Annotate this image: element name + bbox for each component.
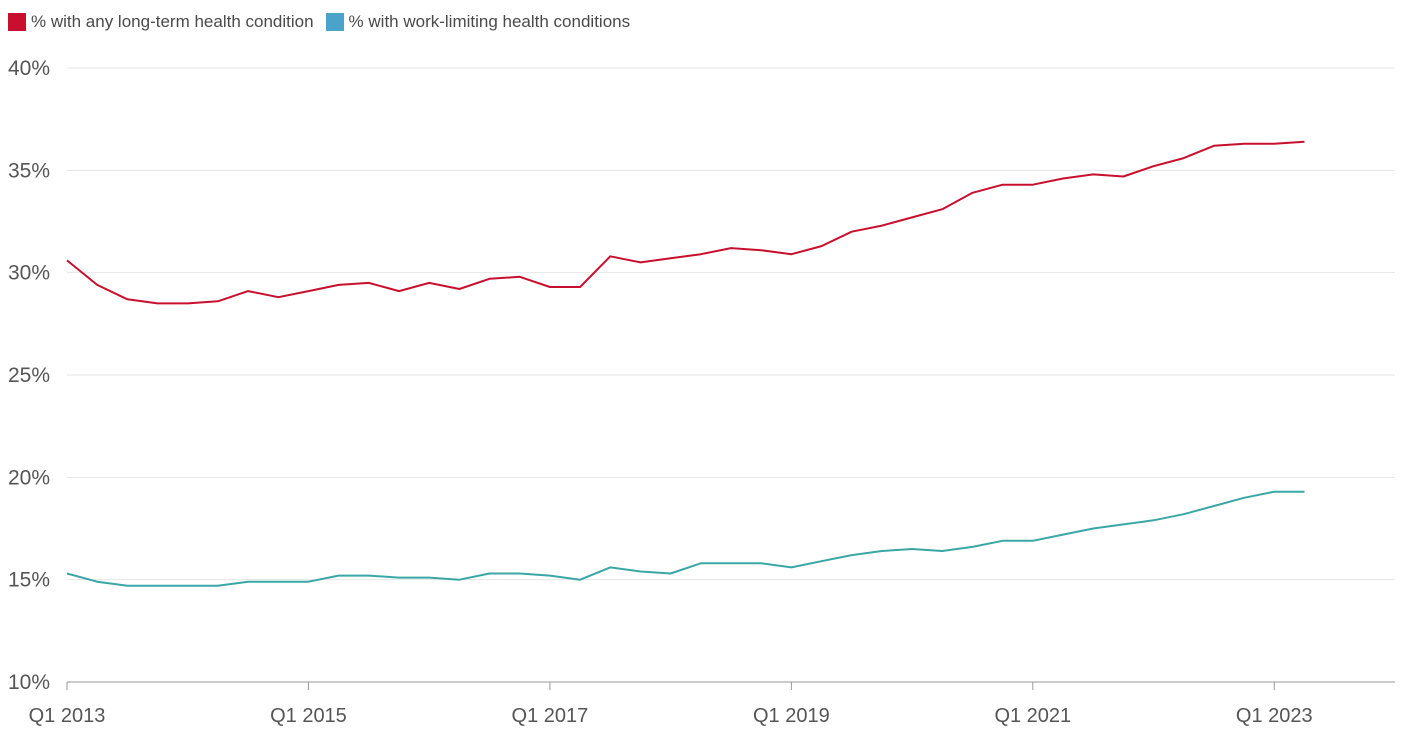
x-tick-label: Q1 2019 [753,705,830,727]
legend-item-long-term: % with any long-term health condition [8,12,314,32]
x-tick-label: Q1 2023 [1236,705,1313,727]
y-tick-label: 25% [8,364,50,387]
x-tick-label: Q1 2017 [512,705,589,727]
y-tick-label: 20% [8,466,50,489]
legend-swatch-long-term [8,13,26,31]
x-tick-label: Q1 2015 [270,705,347,727]
series-line-work-limiting [66,490,1305,587]
legend-label-long-term: % with any long-term health condition [31,12,314,31]
x-tick-label: Q1 2021 [994,705,1071,727]
legend-swatch-work-limiting [325,13,344,31]
y-tick-label: 15% [8,569,50,592]
legend-item-work-limiting: % with work-limiting health conditions [325,12,631,32]
y-tick-label: 35% [8,159,50,182]
y-tick-label: 10% [8,671,50,694]
x-tick-label: Q1 2013 [29,705,106,727]
series-line-long-term [66,140,1305,305]
y-tick-label: 30% [8,262,50,285]
legend: % with any long-term health condition % … [8,12,636,32]
y-tick-label: 40% [8,57,50,80]
legend-label-work-limiting: % with work-limiting health conditions [348,12,631,31]
